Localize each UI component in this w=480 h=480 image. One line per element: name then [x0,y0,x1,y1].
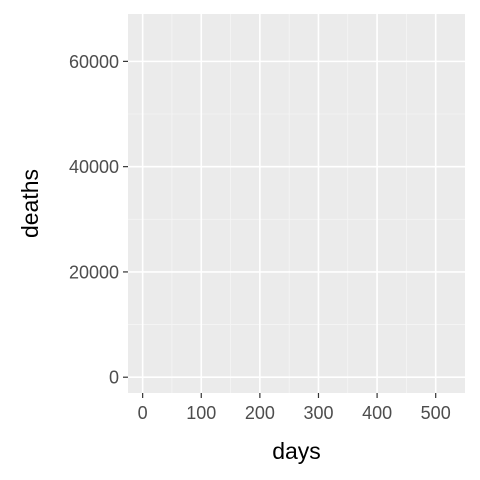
y-tick-label: 0 [109,368,119,388]
grid-major [128,14,465,393]
y-tick-label: 20000 [69,262,119,282]
x-tick-label: 100 [186,403,216,423]
x-axis: 0 100 200 300 400 500 [138,393,451,423]
plot-background [128,14,465,393]
x-axis-title: days [272,438,321,464]
y-axis: 0 20000 40000 60000 [69,52,128,388]
x-tick-label: 400 [362,403,392,423]
x-tick-label: 0 [138,403,148,423]
grid-minor [128,14,465,393]
x-tick-label: 200 [245,403,275,423]
x-tick-label: 300 [303,403,333,423]
x-tick-label: 500 [421,403,451,423]
y-tick-label: 40000 [69,157,119,177]
y-axis-title: deaths [17,169,43,238]
y-tick-label: 60000 [69,52,119,72]
